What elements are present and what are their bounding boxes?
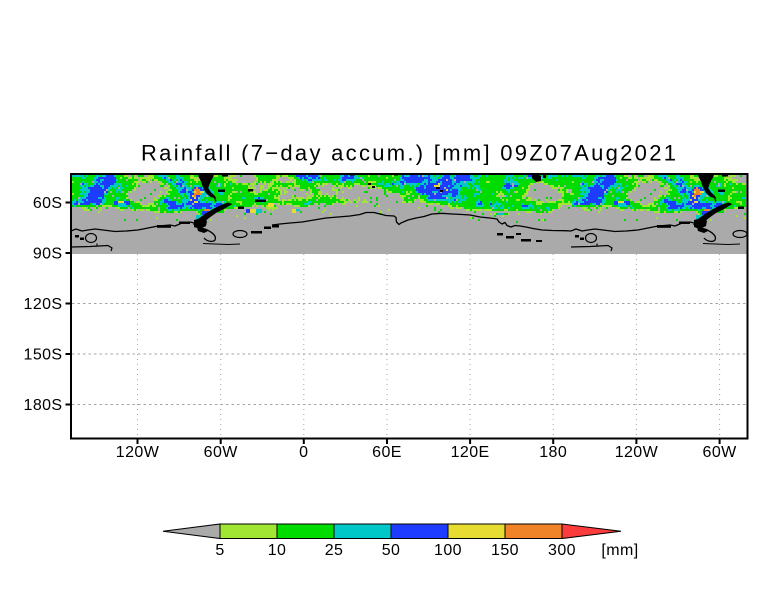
svg-text:300: 300 <box>548 542 576 559</box>
svg-text:5: 5 <box>215 542 224 559</box>
svg-text:150S: 150S <box>24 347 63 364</box>
svg-text:150: 150 <box>491 542 519 559</box>
svg-text:90S: 90S <box>33 246 63 263</box>
svg-text:60W: 60W <box>204 444 239 461</box>
svg-text:60W: 60W <box>703 444 738 461</box>
svg-text:120E: 120E <box>451 444 490 461</box>
svg-text:10: 10 <box>268 542 287 559</box>
svg-text:180S: 180S <box>24 397 63 414</box>
svg-text:25: 25 <box>325 542 344 559</box>
svg-text:100: 100 <box>434 542 462 559</box>
svg-text:180: 180 <box>539 444 567 461</box>
svg-text:120W: 120W <box>116 444 160 461</box>
svg-text:60S: 60S <box>33 195 63 212</box>
svg-text:[mm]: [mm] <box>601 542 638 559</box>
svg-text:Rainfall (7−day accum.) [mm] 0: Rainfall (7−day accum.) [mm] 09Z07Aug202… <box>141 141 676 166</box>
svg-text:0: 0 <box>299 444 308 461</box>
svg-text:50: 50 <box>382 542 401 559</box>
svg-text:120S: 120S <box>24 296 63 313</box>
svg-text:120W: 120W <box>615 444 659 461</box>
svg-text:60E: 60E <box>372 444 402 461</box>
